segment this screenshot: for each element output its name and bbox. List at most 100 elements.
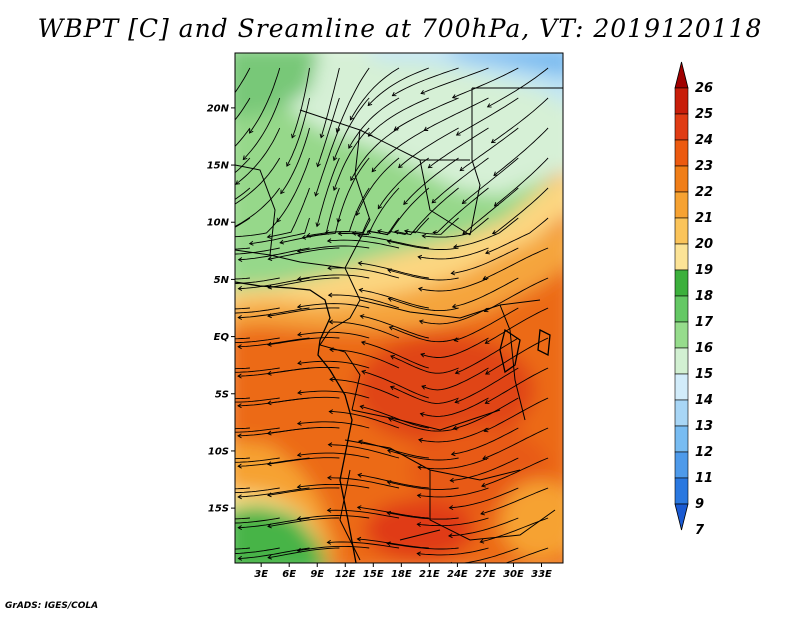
- streamline: [329, 349, 400, 369]
- streamline: [238, 547, 310, 560]
- streamline-arrow: [329, 377, 334, 382]
- streamline-arrow: [266, 461, 272, 467]
- streamline-arrow: [178, 302, 182, 306]
- colorbar-swatch: [674, 269, 689, 297]
- streamline-arrow: [493, 171, 499, 177]
- streamline: [357, 506, 429, 519]
- streamline-arrow: [208, 520, 212, 524]
- streamline-arrow: [237, 555, 243, 561]
- streamline: [267, 457, 340, 465]
- streamline-arrow: [418, 319, 424, 325]
- streamline: [268, 277, 340, 289]
- streamline: [480, 487, 549, 515]
- colorbar-swatch: [674, 191, 689, 219]
- streamline-arrow: [393, 126, 399, 131]
- streamline: [235, 67, 251, 94]
- streamline-arrow: [248, 240, 254, 246]
- streamline-arrow: [389, 385, 395, 391]
- streamline-arrow: [266, 400, 272, 406]
- streamline-arrow: [319, 133, 325, 139]
- streamline-arrow: [178, 332, 182, 336]
- longitude-axis: 3E 6E 9E 12E 15E 18E 21E 24E 27E 30E 33E: [254, 563, 552, 580]
- streamline: [327, 541, 400, 549]
- streamline-arrow: [178, 543, 182, 547]
- streamline-arrow: [178, 452, 182, 456]
- streamline-arrow: [199, 174, 203, 178]
- streamline-arrow: [267, 492, 272, 498]
- streamline-arrow: [314, 191, 319, 197]
- streamline: [358, 474, 429, 489]
- streamline: [367, 217, 430, 236]
- streamline-arrow: [357, 260, 363, 266]
- streamline: [452, 277, 519, 308]
- streamline: [280, 217, 340, 244]
- streamline: [394, 97, 459, 131]
- streamline-arrow: [485, 249, 490, 255]
- streamline-arrow: [394, 229, 399, 235]
- lat-tick-label: 10N: [207, 218, 230, 229]
- colorbar-swatch: [674, 321, 689, 349]
- streamline: [297, 452, 370, 459]
- streamline-arrow: [451, 303, 457, 309]
- colorbar-label: 13: [695, 419, 713, 434]
- streamline-arrow: [267, 256, 273, 262]
- streamline: [504, 547, 549, 563]
- streamline-arrow: [316, 162, 321, 168]
- streamline: [235, 367, 280, 373]
- streamline-arrow: [349, 115, 355, 121]
- streamline: [449, 487, 519, 509]
- colorbar-bottom-arrow: [674, 503, 689, 531]
- streamline: [328, 267, 400, 279]
- streamline-arrow: [237, 494, 242, 500]
- streamline: [420, 67, 489, 94]
- streamline-arrow: [493, 202, 499, 207]
- streamline-arrow: [237, 433, 242, 439]
- streamline: [267, 517, 340, 527]
- streamline-arrow: [427, 163, 433, 169]
- streamline-arrow: [237, 286, 243, 291]
- streamline-arrow: [237, 525, 243, 530]
- streamline: [388, 417, 459, 432]
- streamline-arrow: [266, 234, 272, 239]
- streamline-arrow: [420, 90, 426, 95]
- streamline: [480, 517, 549, 543]
- streamline: [297, 421, 370, 429]
- colorbar-swatch: [674, 87, 689, 115]
- streamline: [327, 239, 400, 249]
- streamline-arrow: [337, 231, 343, 236]
- streamline-arrow: [296, 484, 302, 490]
- lon-tick-label: 9E: [310, 569, 324, 580]
- streamline: [329, 411, 400, 429]
- streamline: [329, 321, 400, 339]
- lon-tick-label: 12E: [335, 569, 356, 580]
- streamline-arrow: [356, 536, 362, 542]
- streamline: [350, 67, 400, 121]
- streamline-arrow: [327, 442, 333, 448]
- streamline: [291, 67, 310, 138]
- streamline-arrow: [351, 230, 357, 236]
- streamline-arrow: [416, 493, 422, 499]
- streamline: [420, 337, 489, 358]
- streamline: [460, 547, 519, 563]
- streamline: [297, 331, 370, 339]
- streamline: [360, 405, 429, 429]
- streamline-arrow: [208, 429, 212, 433]
- streamline: [390, 386, 459, 404]
- streamline: [235, 187, 281, 228]
- streamline-arrow: [432, 230, 437, 235]
- streamline-arrow: [286, 162, 291, 167]
- streamline: [462, 157, 519, 204]
- streamline-arrow: [448, 533, 453, 539]
- streamline-arrow: [452, 425, 458, 431]
- streamline-arrow: [296, 276, 302, 282]
- colorbar-label: 23: [695, 159, 713, 174]
- streamline: [235, 457, 250, 460]
- streamline-arrow: [296, 248, 302, 254]
- streamline: [268, 547, 340, 559]
- streamline: [235, 217, 281, 238]
- streamline: [403, 157, 459, 205]
- streamline: [328, 444, 400, 459]
- streamline: [333, 127, 370, 191]
- streamline-arrow: [455, 131, 461, 136]
